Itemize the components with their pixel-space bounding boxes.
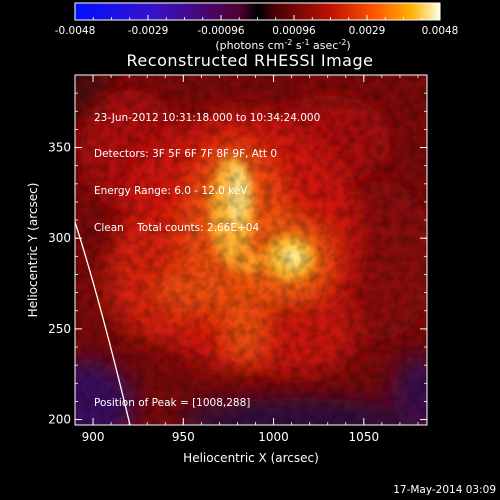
colorbar: -0.0048 -0.0029 -0.00096 0.00096 0.0029 0.004…	[55, 2, 459, 52]
colorbar-tick-label: 0.00096	[272, 25, 316, 37]
info-counts: Clean Total counts: 2.66E+04	[94, 222, 260, 235]
x-tick-label: 900	[82, 430, 105, 444]
info-block: 23-Jun-2012 10:31:18.000 to 10:34:24.000…	[94, 87, 320, 247]
plot-title: Reconstructed RHESSI Image	[126, 51, 374, 70]
x-tick-label: 1050	[349, 430, 380, 444]
peak-position-text: Position of Peak = [1008,288]	[94, 397, 251, 409]
plot-frame	[74, 74, 428, 426]
footer-date: 17-May-2014 03:09	[393, 484, 496, 496]
y-axis-label: Heliocentric Y (arcsec)	[26, 182, 40, 318]
y-tick-label: 200	[48, 413, 71, 427]
solar-limb-line	[75, 221, 131, 425]
axis-ticks: 900 950 1000 1050 200 250 300 350	[48, 74, 427, 444]
y-tick-label: 250	[48, 322, 71, 336]
x-tick-label: 1000	[258, 430, 289, 444]
colorbar-tick-label: -0.00096	[197, 25, 245, 37]
colorbar-tick-label: -0.0048	[55, 25, 96, 37]
info-detectors: Detectors: 3F 5F 6F 7F 8F 9F, Att 0	[94, 148, 278, 161]
info-energy-range: Energy Range: 6.0 - 12.0 keV	[94, 185, 248, 198]
x-axis-label: Heliocentric X (arcsec)	[183, 451, 319, 465]
colorbar-tick-label: 0.0048	[422, 25, 459, 37]
image-area	[75, 75, 427, 425]
colorbar-tick-label: 0.0029	[349, 25, 386, 37]
y-tick-label: 350	[48, 141, 71, 155]
info-time-range: 23-Jun-2012 10:31:18.000 to 10:34:24.000	[94, 111, 321, 124]
colorbar-tick-label: -0.0029	[128, 25, 169, 37]
colorbar-units: (photons cm-2 s-1 asec-2)	[215, 38, 350, 52]
x-tick-label: 950	[172, 430, 195, 444]
y-tick-label: 300	[48, 231, 71, 245]
colorbar-ticks: -0.0048 -0.0029 -0.00096 0.00096 0.0029 0.004…	[55, 15, 459, 37]
